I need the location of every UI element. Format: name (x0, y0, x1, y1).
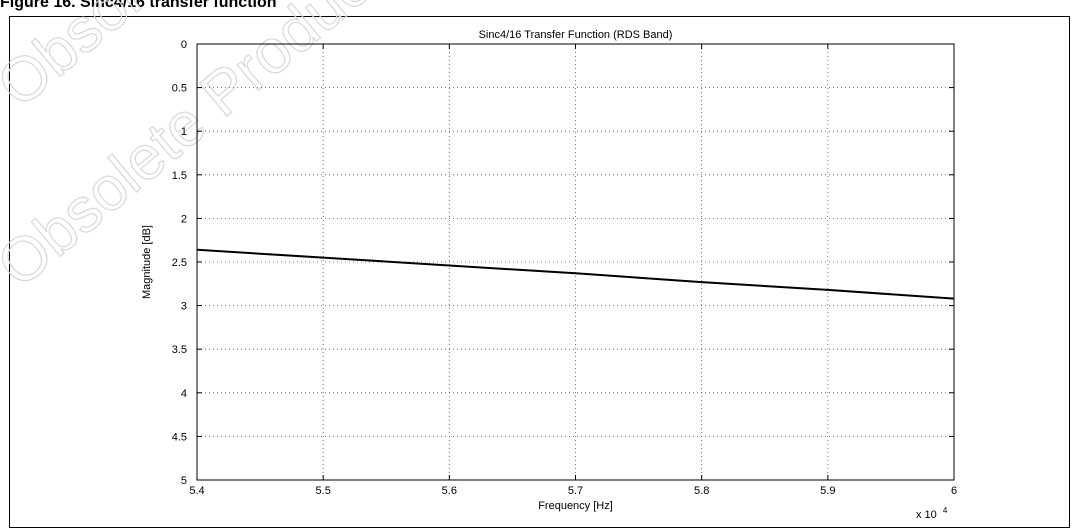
x-tick-label: 5.4 (189, 485, 204, 497)
figure-caption-text: Figure 16. Sinc4/16 transfer function (0, 0, 277, 11)
x-axis-label: Frequency [Hz] (538, 500, 613, 512)
series-line (196, 248, 955, 300)
y-axis-label: Magnitude [dB] (141, 225, 153, 299)
x-tick-label: 5.6 (442, 485, 457, 497)
plot-area (196, 43, 955, 481)
y-tick-label: 0 (181, 39, 187, 51)
y-tick-label: 1 (181, 126, 187, 138)
x-tick-labels: 5.4 5.5 5.6 5.7 5.8 5.9 6 (189, 485, 957, 497)
x-tick-label: 6 (951, 485, 957, 497)
grid-lines (197, 44, 954, 480)
x-axis-exponent: x 10 4 (916, 506, 948, 521)
x-tick-label: 5.8 (694, 485, 709, 497)
y-tick-label: 4 (181, 388, 187, 400)
y-tick-label: 0.5 (172, 83, 187, 95)
x-tick-label: 5.7 (568, 485, 583, 497)
y-tick-labels: 0 0.5 1 1.5 2 2.5 3 3.5 4 4.5 5 (172, 39, 187, 487)
chart-title: Sinc4/16 Transfer Function (RDS Band) (479, 29, 673, 41)
y-tick-label: 2.5 (172, 257, 187, 269)
figure-caption: Figure 16. Sinc4/16 transfer function (0, 0, 277, 13)
y-tick-label: 1.5 (172, 170, 187, 182)
tick-marks (196, 43, 955, 481)
y-tick-label: 2 (181, 213, 187, 225)
y-tick-label: 5 (181, 475, 187, 487)
x-tick-label: 5.9 (820, 485, 835, 497)
y-tick-label: 3.5 (172, 344, 187, 356)
y-tick-label: 4.5 (172, 431, 187, 443)
y-tick-label: 3 (181, 301, 187, 313)
figure-frame (9, 16, 1070, 528)
x-axis-exponent-power: 4 (943, 506, 948, 515)
x-axis-exponent-base: x 10 (916, 509, 937, 521)
x-tick-label: 5.5 (316, 485, 331, 497)
